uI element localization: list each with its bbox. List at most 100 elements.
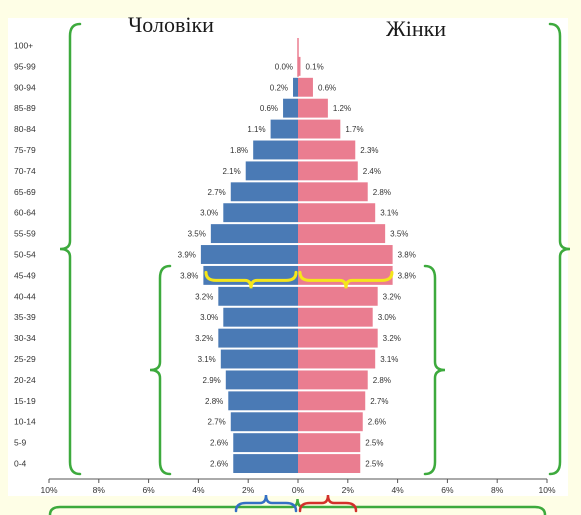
male-value-label: 3.0% xyxy=(200,209,218,218)
x-tick-label: 2% xyxy=(342,485,355,495)
green-brace-bottom xyxy=(48,498,547,515)
female-value-label: 3.5% xyxy=(390,230,408,239)
age-group-label: 100+ xyxy=(14,40,33,50)
male-bar xyxy=(218,328,298,348)
x-tick-label: 2% xyxy=(242,485,255,495)
female-value-label: 3.8% xyxy=(398,271,416,280)
male-value-label: 3.5% xyxy=(188,230,206,239)
age-group-label: 75-79 xyxy=(14,145,36,155)
male-value-label: 1.8% xyxy=(230,146,248,155)
age-group-label: 70-74 xyxy=(14,166,36,176)
age-group-label: 10-14 xyxy=(14,417,36,427)
male-bar xyxy=(253,140,298,160)
female-bar xyxy=(298,98,328,118)
x-axis: 10% 8% 6% 4% 2% 0% 2% 4% 6% 8% 10% xyxy=(40,478,556,495)
male-bar xyxy=(270,119,298,139)
male-bar xyxy=(225,370,298,390)
female-value-label: 1.2% xyxy=(333,104,351,113)
male-value-label: 0.2% xyxy=(270,83,288,92)
female-value-label: 0.6% xyxy=(318,83,336,92)
male-bar xyxy=(223,203,298,223)
female-bar xyxy=(298,307,373,327)
male-value-label: 3.1% xyxy=(198,355,216,364)
male-bar xyxy=(230,412,298,432)
female-bar xyxy=(298,454,361,473)
x-tick-label: 0% xyxy=(292,485,305,495)
x-tick-label: 10% xyxy=(40,485,57,495)
male-value-label: 3.2% xyxy=(195,334,213,343)
female-bar xyxy=(298,224,386,244)
male-value-label: 0.6% xyxy=(260,104,278,113)
green-brace-left-young xyxy=(149,264,172,476)
labels-group: 0-4 2.6% 2.5% 5-9 2.6% 2.5% 10-14 2.7% 2.6% 15-19… xyxy=(14,40,416,468)
age-group-label: 65-69 xyxy=(14,187,36,197)
female-bar xyxy=(298,328,378,348)
female-value-label: 2.3% xyxy=(360,146,378,155)
x-tick-label: 10% xyxy=(538,485,555,495)
female-bar xyxy=(298,203,376,223)
male-bar xyxy=(228,391,298,411)
female-bar xyxy=(298,286,378,306)
male-bar xyxy=(233,454,298,473)
age-group-label: 90-94 xyxy=(14,82,36,92)
female-value-label: 2.7% xyxy=(370,397,388,406)
female-bar xyxy=(298,370,368,390)
male-value-label: 0.0% xyxy=(275,62,293,71)
female-value-label: 3.8% xyxy=(398,251,416,260)
green-brace-left-full xyxy=(59,22,82,476)
male-value-label: 3.9% xyxy=(178,251,196,260)
female-value-label: 2.8% xyxy=(373,376,391,385)
female-value-label: 2.8% xyxy=(373,188,391,197)
bars-group xyxy=(200,38,393,473)
male-value-label: 2.6% xyxy=(210,460,228,469)
age-group-label: 85-89 xyxy=(14,103,36,113)
annotation-braces xyxy=(48,22,571,515)
female-value-label: 1.7% xyxy=(345,125,363,134)
x-tick-label: 8% xyxy=(491,485,504,495)
male-value-label: 2.6% xyxy=(210,439,228,448)
female-bar xyxy=(298,119,341,139)
age-group-label: 25-29 xyxy=(14,354,36,364)
age-group-label: 50-54 xyxy=(14,250,36,260)
age-group-label: 0-4 xyxy=(14,459,27,469)
male-value-label: 2.9% xyxy=(203,376,221,385)
female-value-label: 3.2% xyxy=(383,334,401,343)
male-value-label: 2.7% xyxy=(208,188,226,197)
female-bar xyxy=(298,56,301,76)
x-tick-label: 6% xyxy=(142,485,155,495)
male-value-label: 3.0% xyxy=(200,313,218,322)
female-bar xyxy=(298,412,363,432)
female-value-label: 2.4% xyxy=(363,167,381,176)
green-brace-right-full xyxy=(548,22,571,476)
male-bar xyxy=(218,286,298,306)
male-bar xyxy=(283,98,298,118)
male-bar xyxy=(230,182,298,202)
male-bar xyxy=(200,245,298,264)
female-value-label: 3.1% xyxy=(380,355,398,364)
x-tick-label: 6% xyxy=(441,485,454,495)
female-bar xyxy=(298,161,358,181)
age-group-label: 45-49 xyxy=(14,270,36,280)
age-group-label: 20-24 xyxy=(14,375,36,385)
female-value-label: 3.2% xyxy=(383,292,401,301)
male-value-label: 2.8% xyxy=(205,397,223,406)
male-title: Чоловіки xyxy=(128,12,214,37)
female-value-label: 2.6% xyxy=(368,418,386,427)
male-value-label: 3.2% xyxy=(195,292,213,301)
male-bar xyxy=(220,349,298,369)
female-bar xyxy=(298,182,368,202)
male-value-label: 3.8% xyxy=(180,271,198,280)
female-bar xyxy=(298,349,376,369)
age-group-label: 55-59 xyxy=(14,229,36,239)
female-value-label: 3.1% xyxy=(380,209,398,218)
female-value-label: 2.5% xyxy=(365,460,383,469)
female-bar xyxy=(298,391,366,411)
male-value-label: 2.1% xyxy=(222,167,240,176)
male-value-label: 2.7% xyxy=(208,418,226,427)
age-group-label: 30-34 xyxy=(14,333,36,343)
age-group-label: 80-84 xyxy=(14,124,36,134)
female-bar xyxy=(298,433,361,453)
female-value-label: 0.1% xyxy=(305,62,323,71)
